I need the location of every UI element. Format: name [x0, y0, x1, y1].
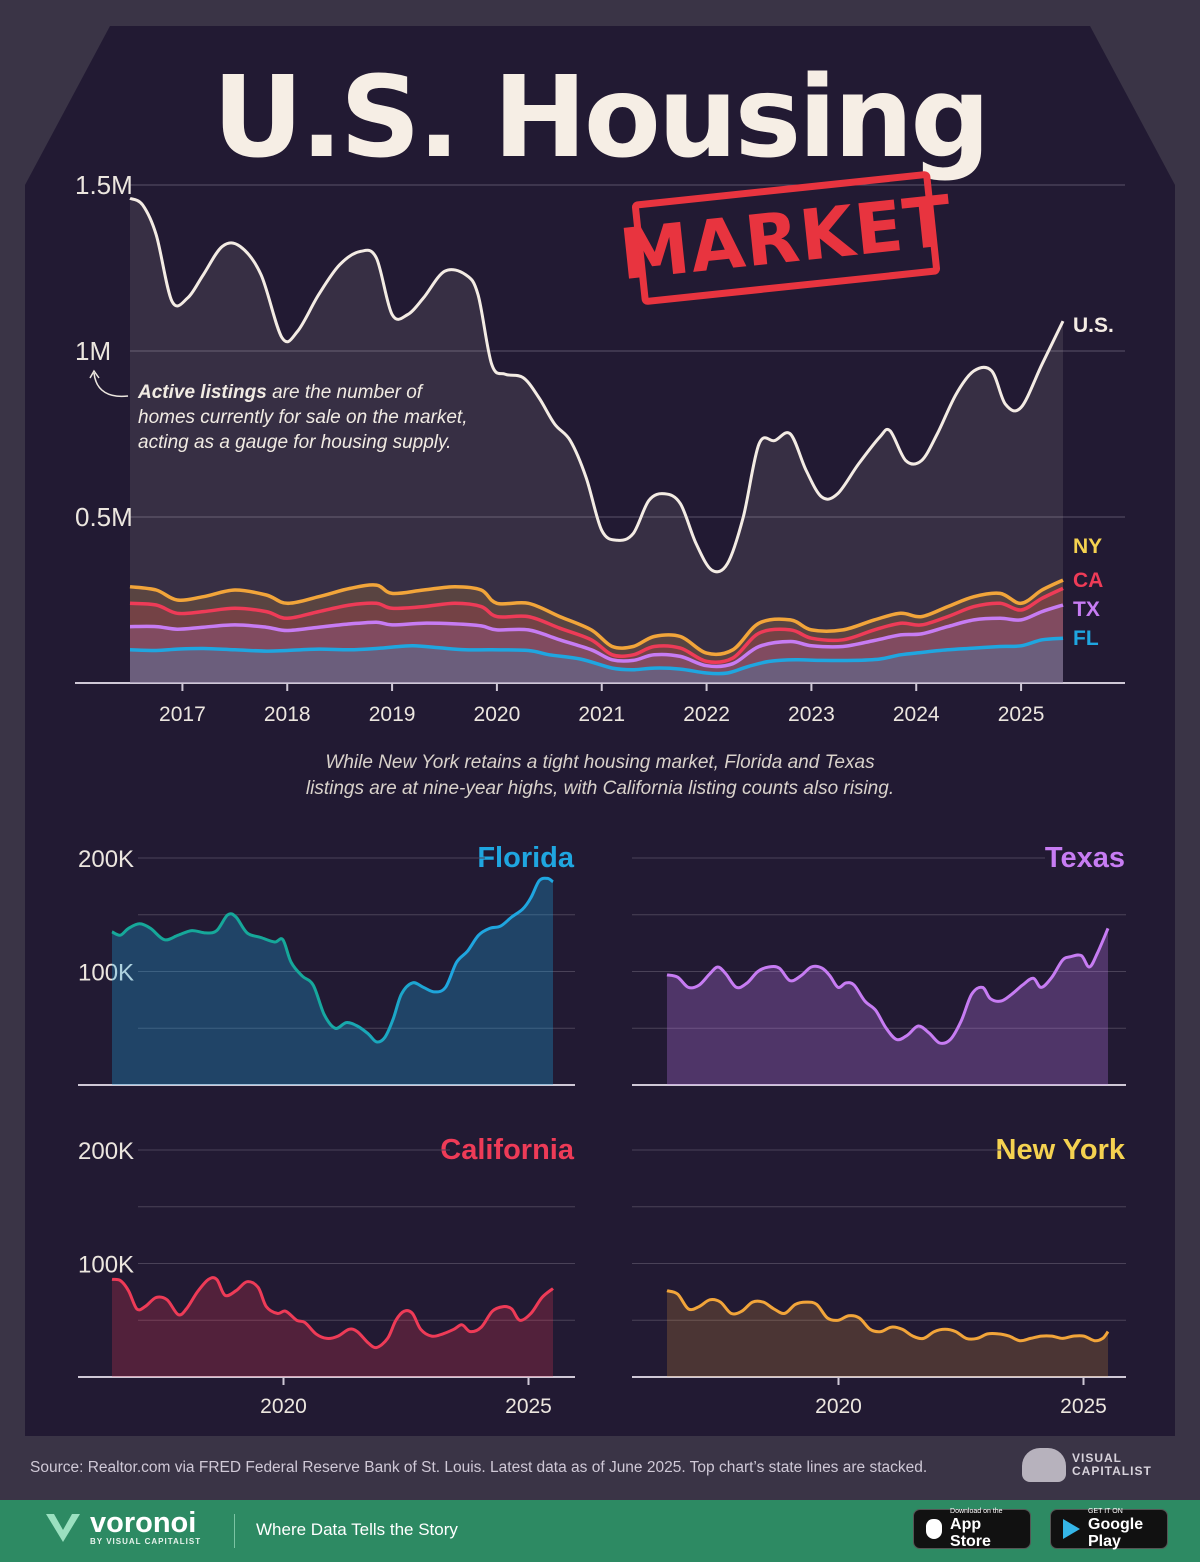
voronoi-name: voronoi	[90, 1506, 197, 1539]
series-label-ny: NY	[1073, 535, 1102, 558]
california-y-tick-label: 100K	[78, 1252, 134, 1279]
series-line-ca	[129, 586, 1064, 665]
series-label-tx: TX	[1073, 598, 1100, 621]
series-label-fl: FL	[1073, 627, 1099, 650]
texas-chart-title: Texas	[1045, 842, 1125, 874]
series-area-ny	[130, 580, 1063, 683]
voronoi-subtitle: BY VISUAL CAPITALIST	[90, 1536, 202, 1546]
main-x-tick-label: 2018	[264, 703, 311, 726]
app-store-small: Download on the	[950, 1508, 1003, 1515]
series-line-us	[129, 196, 1065, 574]
series-line-tx	[129, 603, 1064, 669]
california-x-tick-label: 2020	[260, 1395, 307, 1418]
chart-subtitle: While New York retains a tight housing m…	[0, 750, 1200, 802]
active-listings-note: Active listings are the number of homes …	[138, 380, 468, 455]
google-play-big: Google Play	[1088, 1516, 1144, 1550]
california-x-tick-label: 2025	[505, 1395, 552, 1418]
california-chart-title: California	[440, 1134, 575, 1166]
app-store-button[interactable]: Download on the App Store	[913, 1508, 1031, 1550]
new-york-x-tick-label: 2020	[815, 1395, 862, 1418]
google-play-button[interactable]: GET IT ON Google Play	[1050, 1508, 1168, 1550]
footer-tagline: Where Data Tells the Story	[256, 1520, 458, 1539]
florida-y-tick-label: 100K	[78, 960, 134, 987]
panel-background	[25, 26, 1175, 1436]
note-rest: are the number of homes currently for sa…	[138, 382, 468, 453]
google-play-small: GET IT ON	[1088, 1508, 1123, 1515]
main-chart: 0.5M 1M 1.5M 2017 2018 2019 2020 2021 2022 2023 20…	[75, 170, 1125, 726]
california-line	[111, 1276, 554, 1350]
new-york-x-tick-label: 2025	[1060, 1395, 1107, 1418]
voronoi-logo[interactable]: voronoi BY VISUAL CAPITALIST	[44, 1508, 201, 1546]
vc-logo-icon	[1022, 1448, 1066, 1482]
new-york-chart-title: New York	[996, 1134, 1126, 1166]
main-x-tick-label: 2019	[369, 703, 416, 726]
california-y-tick-label: 200K	[78, 1138, 134, 1165]
main-y-tick-label: 0.5M	[75, 502, 133, 532]
series-label-us: U.S.	[1073, 314, 1114, 337]
series-area-us	[130, 198, 1063, 684]
vc-logo-line1: VISUAL	[1072, 1451, 1123, 1465]
subtitle-line-2: listings are at nine-year highs, with Ca…	[305, 778, 895, 799]
main-x-tick-label: 2023	[788, 703, 835, 726]
small-charts: Florida 100K 200K Texas California 100K 200K 20…	[78, 842, 1126, 1418]
main-x-tick-label: 2024	[893, 703, 940, 726]
visual-capitalist-logo: VISUAL CAPITALIST	[1022, 1448, 1152, 1482]
main-x-tick-label: 2020	[474, 703, 521, 726]
page-title: U.S. Housing	[212, 53, 990, 183]
series-line-fl	[129, 636, 1064, 676]
source-note: Source: Realtor.com via FRED Federal Res…	[30, 1459, 928, 1476]
new-york-line	[666, 1289, 1110, 1343]
main-x-tick-label: 2025	[998, 703, 1045, 726]
google-play-icon	[1063, 1519, 1080, 1539]
app-store-big: App Store	[950, 1516, 991, 1550]
florida-line	[111, 876, 554, 1044]
series-label-ca: CA	[1073, 569, 1103, 592]
florida-y-tick-label: 200K	[78, 846, 134, 873]
main-y-tick-label: 1M	[75, 336, 111, 366]
voronoi-icon	[46, 1514, 80, 1542]
note-arrow-icon	[93, 372, 129, 398]
vc-logo-line2: CAPITALIST	[1072, 1464, 1152, 1478]
footer-bar: voronoi BY VISUAL CAPITALIST Where Data …	[0, 1500, 1200, 1562]
main-y-tick-label: 1.5M	[75, 170, 133, 200]
california-area	[112, 1277, 553, 1377]
main-x-tick-label: 2017	[159, 703, 206, 726]
florida-area	[112, 878, 553, 1085]
florida-chart-title: Florida	[477, 842, 575, 874]
subtitle-line-1: While New York retains a tight housing m…	[325, 752, 875, 773]
footer-divider	[234, 1514, 235, 1548]
series-line-ny	[129, 578, 1064, 657]
infographic-panel: 0.5M 1M 1.5M 2017 2018 2019 2020 2021 2022 2023 20…	[25, 26, 1175, 1436]
texas-line	[666, 927, 1110, 1045]
main-x-tick-label: 2022	[683, 703, 730, 726]
note-bold: Active listings	[138, 382, 267, 403]
main-x-tick-label: 2021	[578, 703, 625, 726]
note-arrowhead-icon	[89, 369, 100, 379]
apple-icon	[926, 1519, 943, 1539]
